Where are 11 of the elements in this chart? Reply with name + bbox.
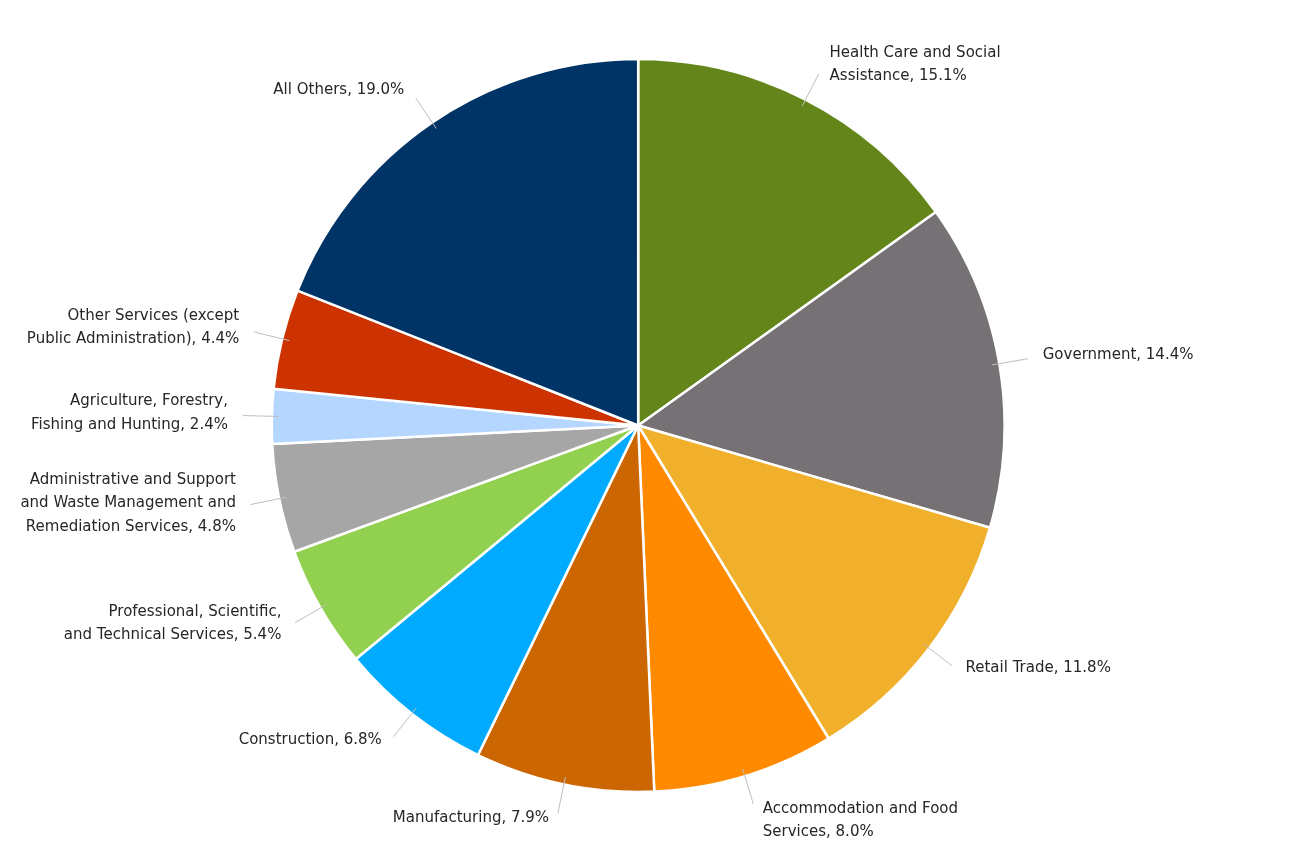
slice-label: All Others, 19.0% <box>273 80 405 99</box>
slice-label: Agriculture, Forestry, Fishing and Hunting, 2.4% <box>30 391 228 433</box>
slice-label: Government, 14.4% <box>1042 345 1194 364</box>
slice-label: Administrative and Support and Waste Management and Remediation Services, 4.8% <box>20 469 237 535</box>
slice-label: Health Care and Social Assistance, 15.1% <box>829 42 1001 85</box>
slice-label: Retail Trade, 11.8% <box>965 658 1111 677</box>
slice-label: Other Services (except Public Administration), 4.4% <box>26 306 240 348</box>
slice-label: Accommodation and Food Services, 8.0% <box>762 798 959 841</box>
slice-label: Manufacturing, 7.9% <box>392 808 550 827</box>
slice-label: Professional, Scientific, and Technical Services, 5.4% <box>63 602 282 644</box>
slice-label: Construction, 6.8% <box>238 730 382 749</box>
